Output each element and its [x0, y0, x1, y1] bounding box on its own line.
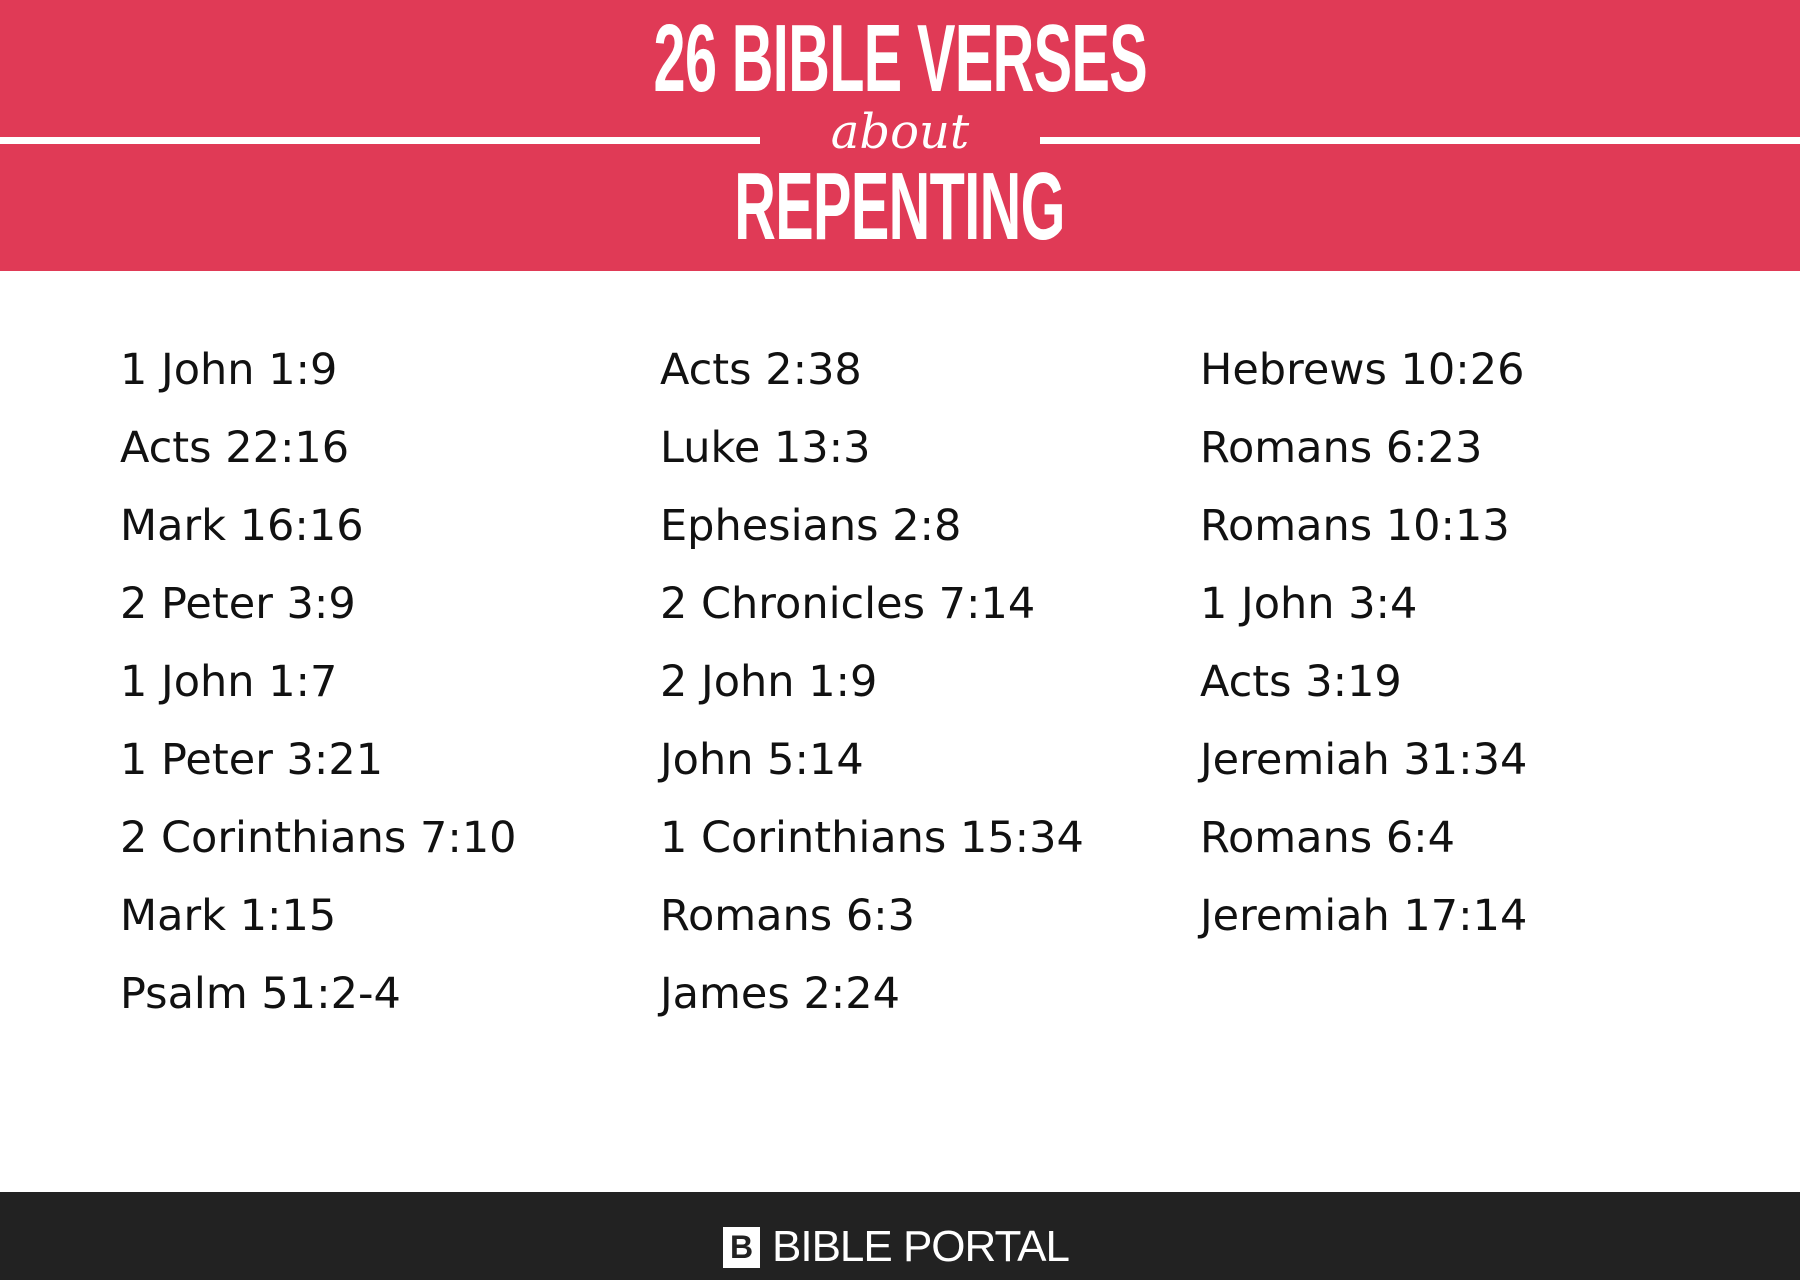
verse-item: Hebrews 10:26	[1200, 345, 1525, 395]
verse-item: Mark 1:15	[120, 891, 337, 941]
verse-item: Romans 6:23	[1200, 423, 1483, 473]
verse-item: John 5:14	[660, 735, 864, 785]
verse-column-1: 1 John 1:9 Acts 22:16 Mark 16:16 2 Peter…	[120, 338, 517, 1040]
verse-item: 1 John 3:4	[1200, 579, 1418, 629]
bible-portal-logo-icon: B	[723, 1227, 760, 1268]
verse-item: 2 Chronicles 7:14	[660, 579, 1036, 629]
divider-right	[1040, 137, 1800, 144]
verse-item: 2 John 1:9	[660, 657, 878, 707]
verse-item: 1 John 1:9	[120, 345, 338, 395]
verse-column-3: Hebrews 10:26 Romans 6:23 Romans 10:13 1…	[1200, 338, 1527, 962]
verse-item: 1 Peter 3:21	[120, 735, 384, 785]
verse-item: Romans 6:3	[660, 891, 916, 941]
title-line-2: about	[830, 104, 970, 160]
verse-item: 2 Peter 3:9	[120, 579, 356, 629]
verse-item: 1 John 1:7	[120, 657, 338, 707]
verse-column-2: Acts 2:38 Luke 13:3 Ephesians 2:8 2 Chro…	[660, 338, 1084, 1040]
footer: B BIBLE PORTAL	[0, 1192, 1800, 1280]
header-banner: 26 BIBLE VERSES about REPENTING	[0, 0, 1800, 271]
verse-item: Luke 13:3	[660, 423, 871, 473]
verse-item: Acts 3:19	[1200, 657, 1402, 707]
brand-name: BIBLE PORTAL	[772, 1222, 1070, 1271]
verse-item: Acts 2:38	[660, 345, 862, 395]
verse-item: James 2:24	[660, 969, 901, 1019]
verse-item: Acts 22:16	[120, 423, 350, 473]
verse-item: Psalm 51:2-4	[120, 969, 401, 1019]
title-line-3: REPENTING	[734, 153, 1066, 260]
verse-item: Mark 16:16	[120, 501, 364, 551]
verse-item: 2 Corinthians 7:10	[120, 813, 517, 863]
verse-item: Romans 10:13	[1200, 501, 1510, 551]
verse-item: 1 Corinthians 15:34	[660, 813, 1084, 863]
verse-item: Jeremiah 31:34	[1200, 735, 1528, 785]
verse-item: Jeremiah 17:14	[1200, 891, 1528, 941]
verse-item: Ephesians 2:8	[660, 501, 962, 551]
verse-item: Romans 6:4	[1200, 813, 1456, 863]
divider-left	[0, 137, 760, 144]
title-line-1: 26 BIBLE VERSES	[653, 5, 1147, 112]
